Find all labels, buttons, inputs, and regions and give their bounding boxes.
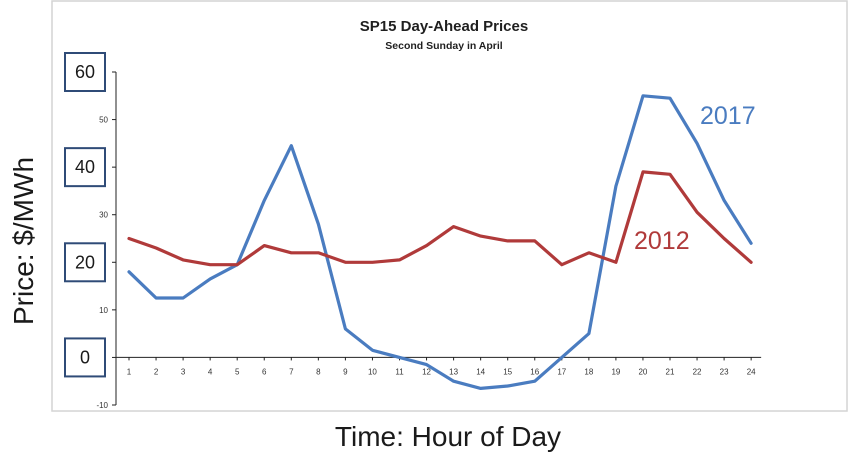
x-tick-label: 5 <box>235 367 240 376</box>
chart-title: SP15 Day-Ahead Prices <box>360 18 528 35</box>
x-tick-label: 21 <box>666 367 675 376</box>
x-tick-label: 12 <box>422 367 431 376</box>
x-tick-label: 16 <box>530 367 539 376</box>
y-tick-label-box <box>64 337 106 378</box>
x-tick-label: 23 <box>720 367 729 376</box>
x-tick-label: 2 <box>154 367 159 376</box>
series-label-2017: 2017 <box>700 102 756 130</box>
x-tick-label: 15 <box>503 367 512 376</box>
x-tick-label: 10 <box>368 367 377 376</box>
x-tick-label: 6 <box>262 367 267 376</box>
x-tick-label: 7 <box>289 367 294 376</box>
x-tick-label: 11 <box>395 367 404 376</box>
series-line-2017 <box>127 94 753 390</box>
x-tick-label: 9 <box>343 367 348 376</box>
x-tick-label: 1 <box>127 367 132 376</box>
x-tick-label: 20 <box>638 367 647 376</box>
chart-subtitle: Second Sunday in April <box>385 40 503 52</box>
y-tick-label: -10 <box>96 401 108 410</box>
x-tick-label: 4 <box>208 367 213 376</box>
chart-border <box>51 0 848 412</box>
series-line-2012 <box>127 170 753 267</box>
y-tick-label-box <box>64 147 106 188</box>
x-tick-label: 19 <box>611 367 620 376</box>
y-tick-label: 40 <box>75 157 95 177</box>
y-tick-label: 60 <box>75 62 95 82</box>
x-axis-label: Time: Hour of Day <box>335 421 561 452</box>
y-tick-label-box <box>64 242 106 283</box>
series-label-2012: 2012 <box>634 227 690 255</box>
x-tick-label: 17 <box>557 367 566 376</box>
x-tick-label: 3 <box>181 367 186 376</box>
y-tick-label: 50 <box>99 116 108 125</box>
x-tick-label: 14 <box>476 367 485 376</box>
x-tick-label: 22 <box>693 367 702 376</box>
y-tick-label: 0 <box>80 347 90 367</box>
y-tick-label: 10 <box>99 306 108 315</box>
y-axis-label: Price: $/MWh <box>8 157 39 325</box>
x-tick-label: 24 <box>747 367 756 376</box>
x-tick-label: 8 <box>316 367 321 376</box>
y-tick-label: 20 <box>75 252 95 272</box>
y-tick-label: 30 <box>99 211 108 220</box>
x-tick-label: 18 <box>584 367 593 376</box>
x-tick-label: 13 <box>449 367 458 376</box>
y-tick-label-box <box>64 52 106 92</box>
